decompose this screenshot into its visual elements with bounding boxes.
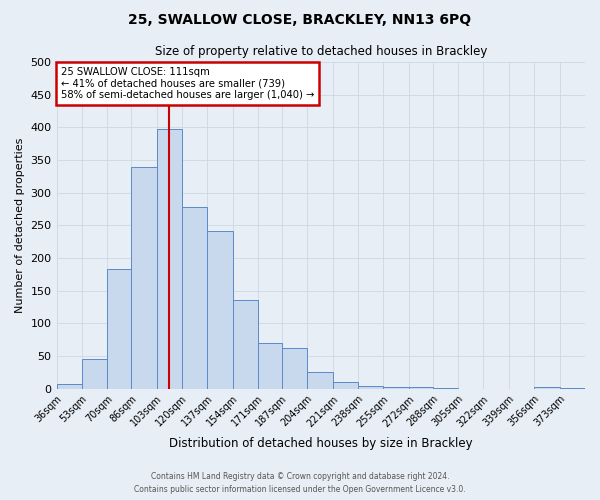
Y-axis label: Number of detached properties: Number of detached properties: [15, 138, 25, 313]
Bar: [409, 388, 433, 389]
Bar: [433, 388, 458, 389]
Bar: [282, 348, 307, 389]
Bar: [157, 128, 182, 389]
Bar: [233, 300, 258, 389]
Text: Contains HM Land Registry data © Crown copyright and database right 2024.
Contai: Contains HM Land Registry data © Crown c…: [134, 472, 466, 494]
Bar: [56, 384, 82, 389]
X-axis label: Distribution of detached houses by size in Brackley: Distribution of detached houses by size …: [169, 437, 473, 450]
Bar: [307, 372, 333, 389]
Bar: [560, 388, 585, 389]
Bar: [534, 388, 560, 389]
Bar: [208, 230, 233, 389]
Bar: [358, 386, 383, 389]
Bar: [258, 343, 282, 389]
Bar: [82, 358, 107, 389]
Bar: [107, 268, 131, 389]
Text: 25 SWALLOW CLOSE: 111sqm
← 41% of detached houses are smaller (739)
58% of semi-: 25 SWALLOW CLOSE: 111sqm ← 41% of detach…: [61, 67, 314, 100]
Bar: [333, 382, 358, 389]
Title: Size of property relative to detached houses in Brackley: Size of property relative to detached ho…: [155, 45, 487, 58]
Bar: [131, 166, 157, 389]
Bar: [182, 207, 208, 389]
Bar: [383, 388, 409, 389]
Text: 25, SWALLOW CLOSE, BRACKLEY, NN13 6PQ: 25, SWALLOW CLOSE, BRACKLEY, NN13 6PQ: [128, 12, 472, 26]
